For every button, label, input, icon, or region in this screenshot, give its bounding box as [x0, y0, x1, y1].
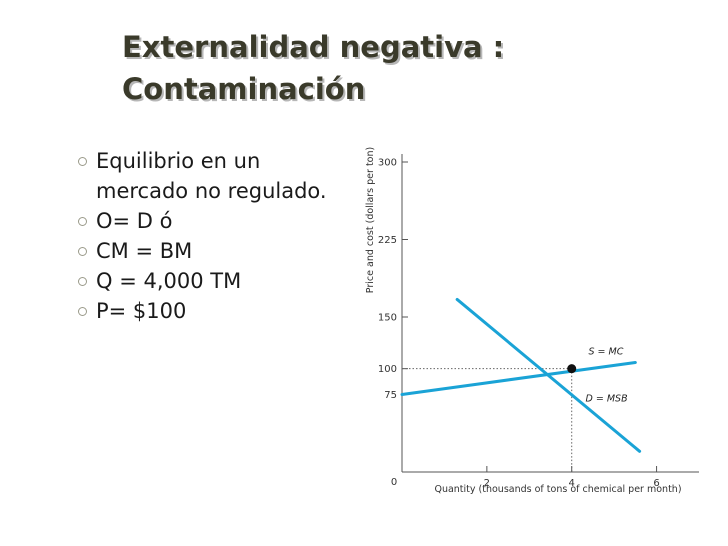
bullet-text: Equilibrio en un mercado no regulado.: [96, 149, 327, 203]
bullet-item: Q = 4,000 TM: [78, 266, 338, 296]
bullet-item: P= $100: [78, 296, 338, 326]
y-tick-label: 300: [378, 158, 397, 169]
bullet-list: Equilibrio en un mercado no regulado. O=…: [78, 146, 338, 326]
externality-chart: Price and cost (dollars per ton) Quantit…: [365, 147, 699, 495]
y-tick-label: 225: [378, 235, 397, 246]
supply-mc-label: S = MC: [588, 346, 623, 357]
demand-msb-line: [455, 297, 642, 453]
x-tick-label: 6: [653, 478, 659, 489]
bullet-dot-icon: [78, 247, 87, 256]
origin-label: 0: [391, 477, 397, 488]
bullet-dot-icon: [78, 307, 87, 316]
bullet-dot-icon: [78, 277, 87, 286]
y-tick-label: 100: [378, 364, 397, 375]
slide-title-line-2: Contaminación: [122, 72, 366, 106]
y-tick-label: 150: [378, 313, 397, 324]
supply-mc-line: [400, 360, 637, 396]
bullet-text: P= $100: [96, 299, 187, 323]
bullet-item: Equilibrio en un mercado no regulado.: [78, 146, 338, 206]
bullet-text: Q = 4,000 TM: [96, 269, 242, 293]
x-axis-title: Quantity (thousands of tons of chemical …: [434, 484, 681, 495]
bullet-dot-icon: [78, 217, 87, 226]
bullet-item: O= D ó: [78, 206, 338, 236]
bullet-item: CM = BM: [78, 236, 338, 266]
bullet-text: O= D ó: [96, 209, 173, 233]
x-tick-label: 2: [484, 478, 490, 489]
y-tick-label: 75: [384, 390, 397, 401]
bullet-dot-icon: [78, 157, 87, 166]
equilibrium-point: [567, 364, 577, 374]
slide-title: Externalidad negativa : Contaminación: [122, 26, 542, 110]
y-axis-title: Price and cost (dollars per ton): [365, 147, 376, 293]
x-tick-label: 4: [569, 478, 575, 489]
bullet-text: CM = BM: [96, 239, 193, 263]
demand-msb-label: D = MSB: [586, 393, 628, 404]
slide-title-line-1: Externalidad negativa :: [122, 30, 505, 64]
